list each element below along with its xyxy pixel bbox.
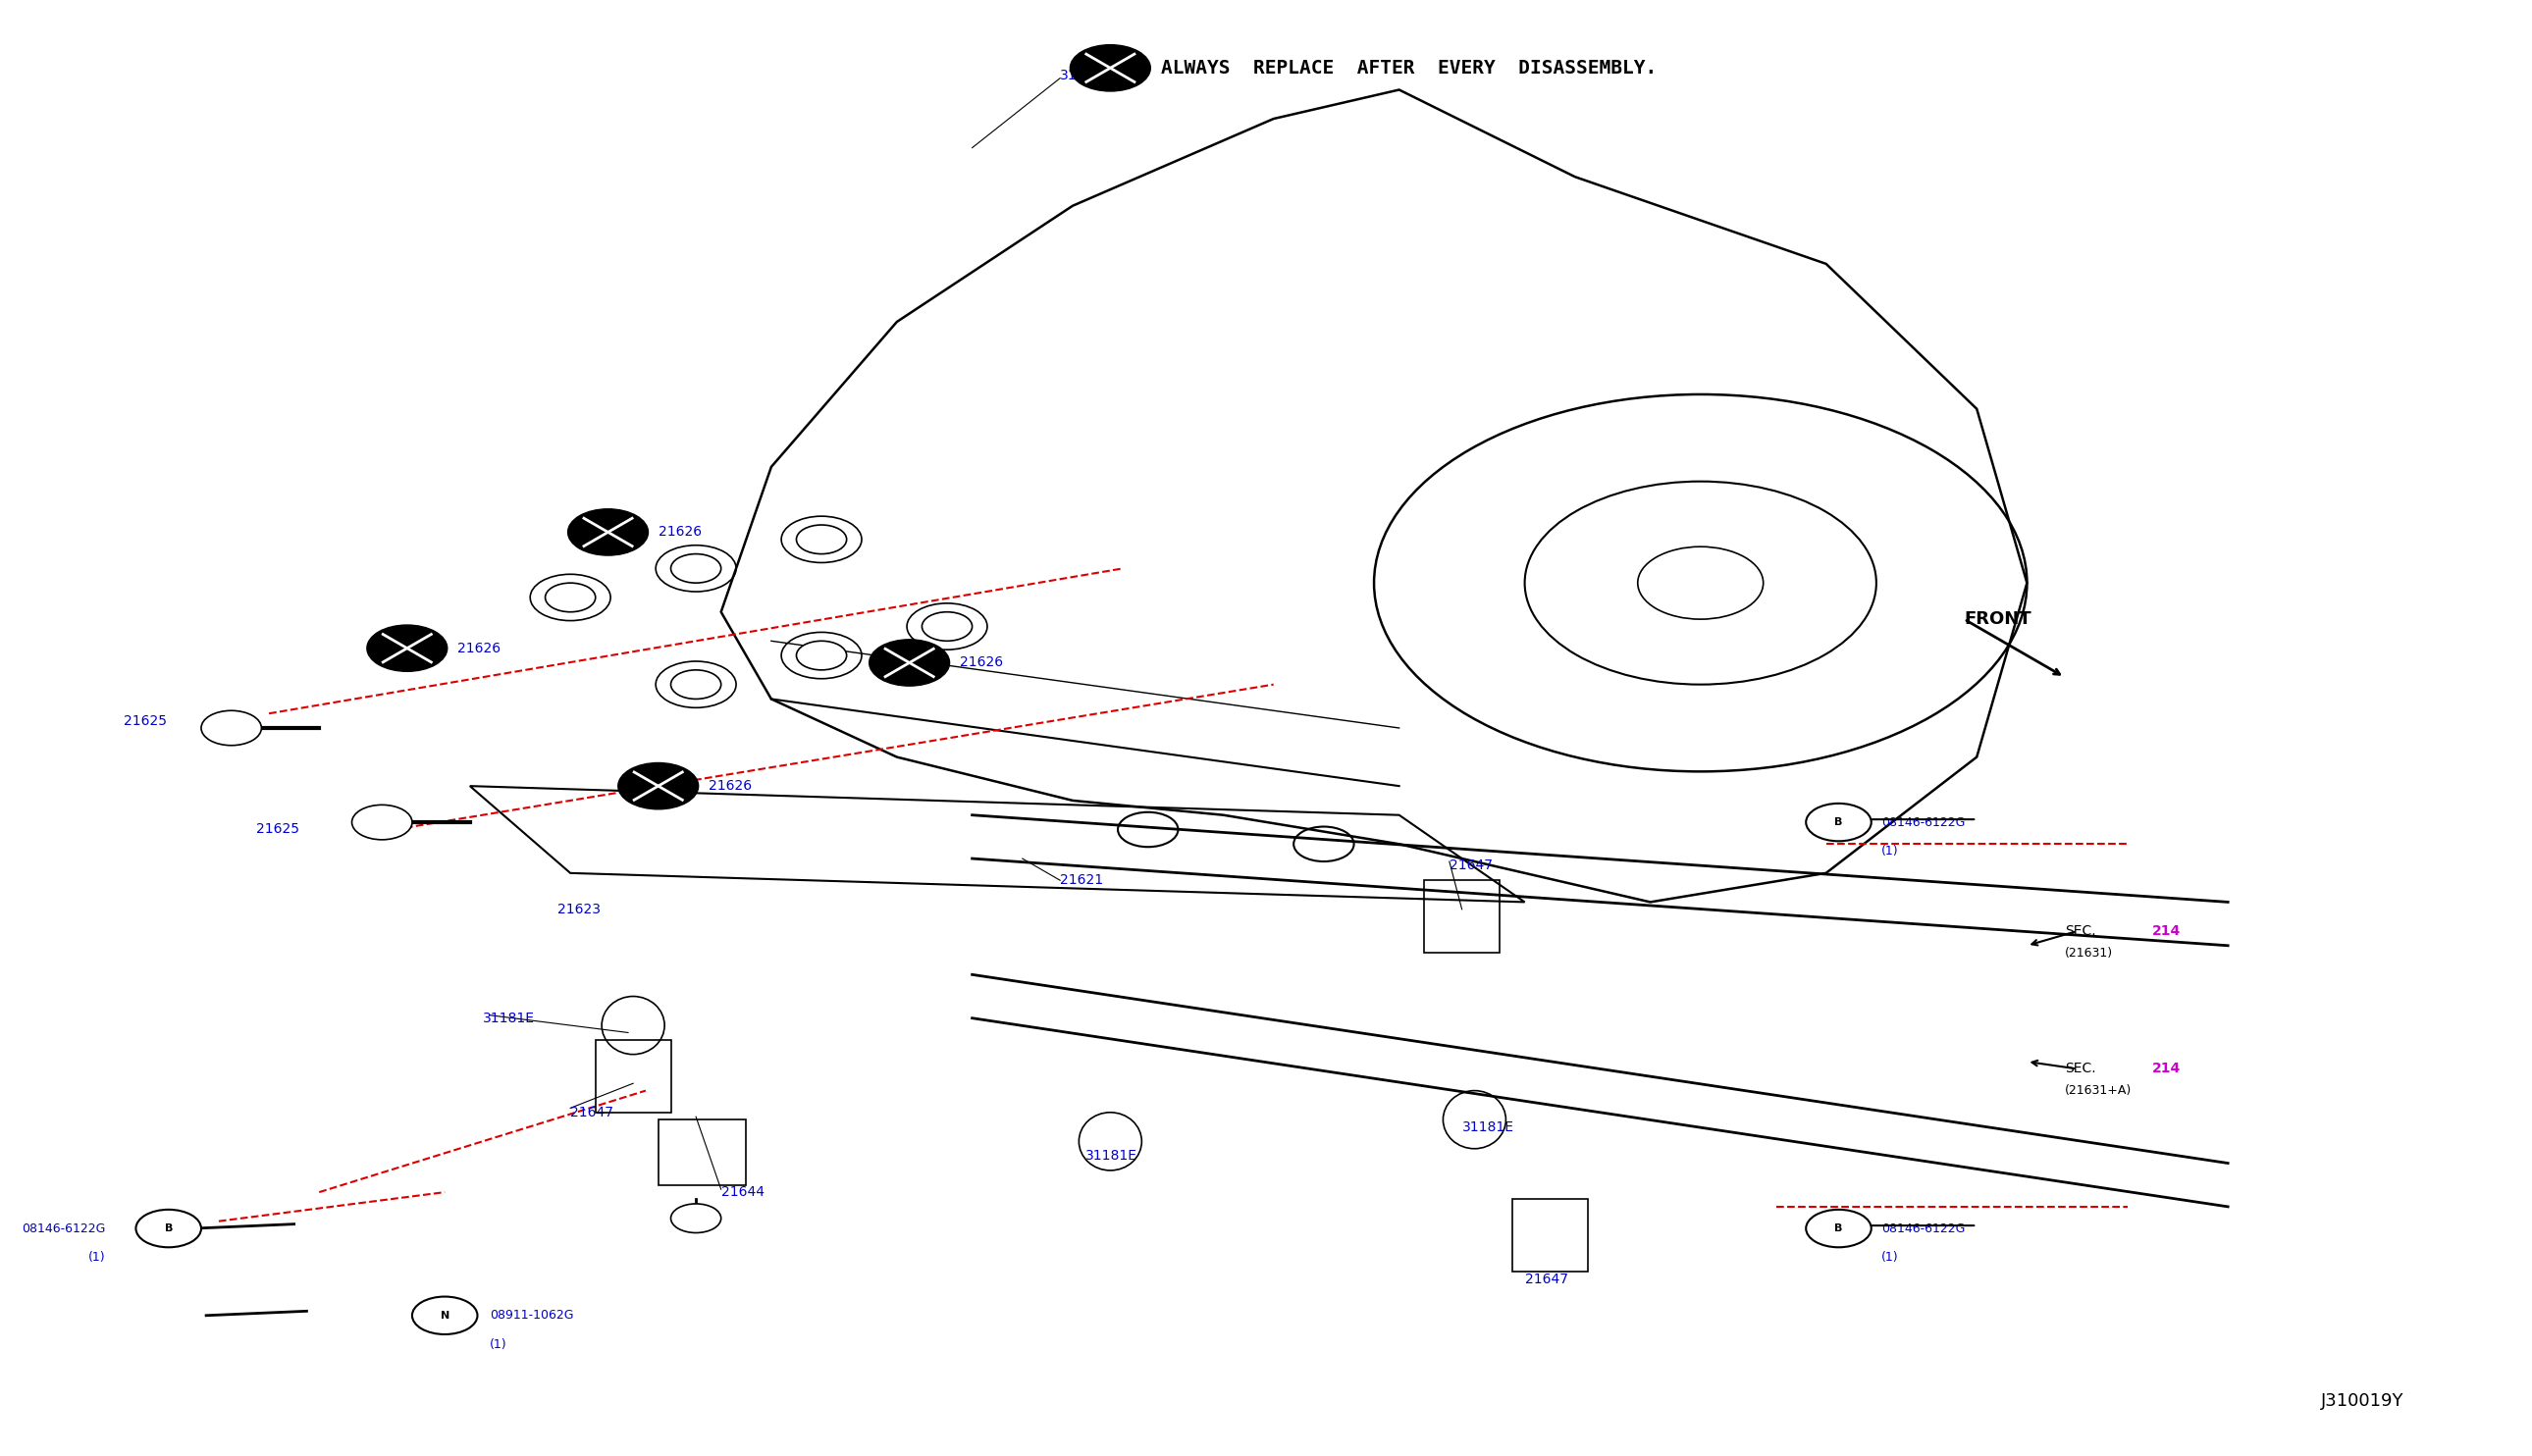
Text: 214: 214 [2152,925,2180,938]
Circle shape [352,805,413,840]
Text: (1): (1) [1881,1251,1899,1264]
Text: SEC.: SEC. [2064,1061,2096,1076]
Text: 31181E: 31181E [484,1012,534,1025]
Text: FRONT: FRONT [1965,610,2031,628]
Text: 08146-6122G: 08146-6122G [23,1222,106,1235]
Text: 08146-6122G: 08146-6122G [1881,815,1965,828]
Text: J310019Y: J310019Y [2322,1392,2403,1409]
Text: 21621: 21621 [1061,874,1104,887]
Text: 08911-1062G: 08911-1062G [491,1309,575,1322]
Text: (1): (1) [491,1338,506,1351]
Circle shape [922,612,972,641]
Text: (1): (1) [1881,844,1899,858]
Circle shape [1805,804,1871,842]
Circle shape [868,639,950,686]
Text: 21647: 21647 [1524,1273,1567,1286]
Text: B: B [1836,1223,1843,1233]
Circle shape [618,763,699,810]
Circle shape [798,641,846,670]
Text: 21625: 21625 [124,713,167,728]
Text: B: B [1836,817,1843,827]
Circle shape [137,1210,200,1248]
Circle shape [200,711,261,745]
Text: 21623: 21623 [557,903,600,916]
Text: 21626: 21626 [960,655,1003,670]
Circle shape [567,510,648,555]
Circle shape [671,1204,722,1233]
Circle shape [671,553,722,582]
Text: (21631+A): (21631+A) [2064,1085,2132,1096]
Text: 21626: 21626 [709,779,752,794]
Text: B: B [165,1223,172,1233]
Circle shape [544,582,595,612]
Text: 214: 214 [2152,1061,2180,1076]
Circle shape [413,1297,479,1334]
Circle shape [671,670,722,699]
Text: 21625: 21625 [256,823,299,836]
Circle shape [367,625,448,671]
Text: 21626: 21626 [458,641,501,655]
Text: 31181E: 31181E [1461,1120,1514,1134]
Text: SEC.: SEC. [2064,925,2096,938]
Text: 31020: 31020 [1061,68,1104,82]
Text: (1): (1) [89,1251,106,1264]
Text: N: N [441,1310,448,1321]
Text: ALWAYS  REPLACE  AFTER  EVERY  DISASSEMBLY.: ALWAYS REPLACE AFTER EVERY DISASSEMBLY. [1160,58,1656,77]
Text: 21626: 21626 [658,526,701,539]
Circle shape [1805,1210,1871,1248]
Text: 21647: 21647 [1448,859,1491,872]
Circle shape [798,526,846,553]
Text: 21644: 21644 [722,1185,765,1200]
Text: (21631): (21631) [2064,946,2112,960]
Text: 31181E: 31181E [1086,1149,1137,1163]
Circle shape [1071,45,1150,92]
Text: 08146-6122G: 08146-6122G [1881,1222,1965,1235]
Text: 21647: 21647 [570,1105,613,1120]
